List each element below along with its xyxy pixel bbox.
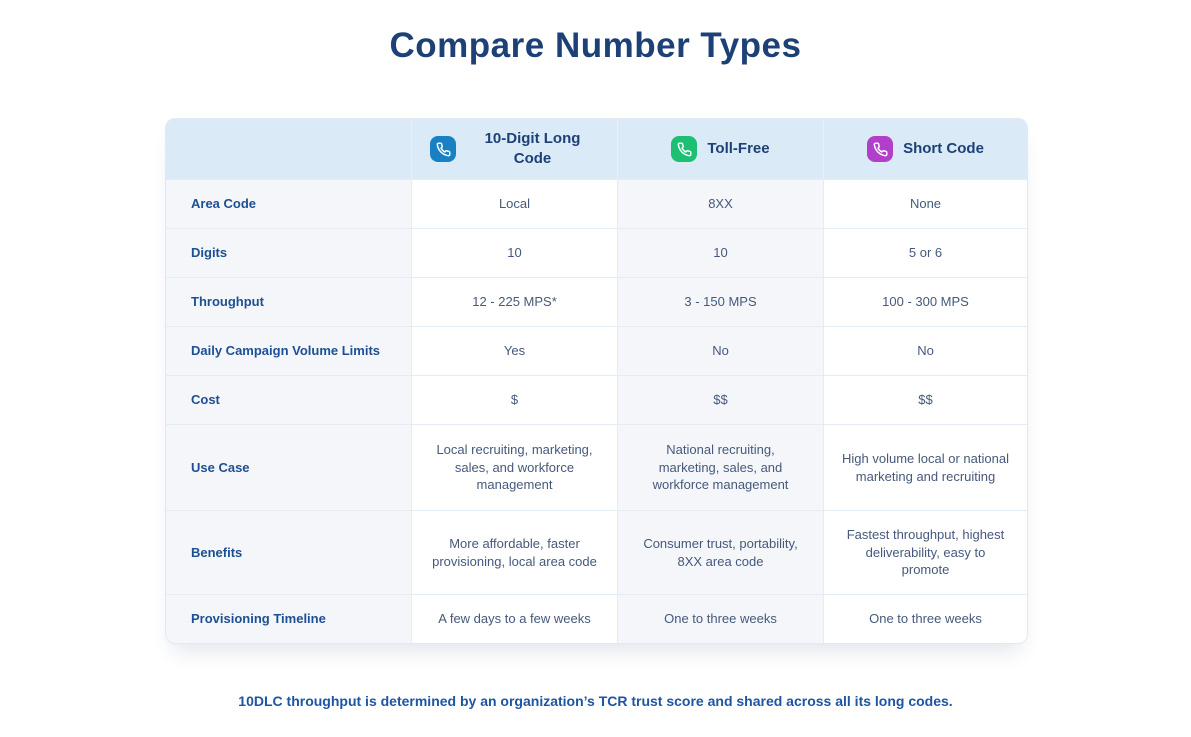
page-title: Compare Number Types (389, 26, 802, 65)
table-row-throughput: Throughput 12 - 225 MPS* 3 - 150 MPS 100… (166, 277, 1027, 326)
table-row-digits: Digits 10 10 5 or 6 (166, 228, 1027, 277)
row-label: Digits (166, 228, 412, 277)
table-cell: Consumer trust, portability, 8XX area co… (618, 510, 824, 594)
table-cell: $$ (618, 375, 824, 424)
table-header-row: 10-Digit Long Code Toll-Free Short Code (166, 119, 1027, 179)
row-label: Throughput (166, 277, 412, 326)
row-label: Use Case (166, 424, 412, 510)
table-cell: $$ (824, 375, 1027, 424)
table-cell: No (618, 326, 824, 375)
table-cell: 12 - 225 MPS* (412, 277, 618, 326)
table-row-daily-campaign-volume-limits: Daily Campaign Volume Limits Yes No No (166, 326, 1027, 375)
row-label: Benefits (166, 510, 412, 594)
table-cell: Local recruiting, marketing, sales, and … (412, 424, 618, 510)
row-label: Cost (166, 375, 412, 424)
table-cell: 10 (618, 228, 824, 277)
table-cell: Fastest throughput, highest deliverabili… (824, 510, 1027, 594)
row-label: Daily Campaign Volume Limits (166, 326, 412, 375)
table-cell: 8XX (618, 179, 824, 228)
column-header-label: Short Code (903, 139, 984, 157)
phone-icon (867, 136, 894, 162)
table-row-area-code: Area Code Local 8XX None (166, 179, 1027, 228)
phone-icon (430, 136, 456, 162)
table-cell: 100 - 300 MPS (824, 277, 1027, 326)
table-row-benefits: Benefits More affordable, faster provisi… (166, 510, 1027, 594)
row-label: Area Code (166, 179, 412, 228)
table-row-provisioning-timeline: Provisioning Timeline A few days to a fe… (166, 594, 1027, 643)
table-cell: No (824, 326, 1027, 375)
table-cell: 3 - 150 MPS (618, 277, 824, 326)
column-header-tollfree: Toll-Free (618, 119, 824, 179)
table-cell: $ (412, 375, 618, 424)
table-row-cost: Cost $ $$ $$ (166, 375, 1027, 424)
row-label: Provisioning Timeline (166, 594, 412, 643)
table-cell: One to three weeks (618, 594, 824, 643)
comparison-table: 10-Digit Long Code Toll-Free Short Code … (165, 118, 1028, 644)
column-header-shortcode: Short Code (824, 119, 1027, 179)
table-row-use-case: Use Case Local recruiting, marketing, sa… (166, 424, 1027, 510)
footnote: 10DLC throughput is determined by an org… (238, 693, 953, 709)
table-cell: High volume local or national marketing … (824, 424, 1027, 510)
column-header-10dlc: 10-Digit Long Code (412, 119, 618, 179)
table-cell: 10 (412, 228, 618, 277)
header-corner-cell (166, 119, 412, 179)
table-cell: One to three weeks (824, 594, 1027, 643)
table-cell: Yes (412, 326, 618, 375)
table-cell: National recruiting, marketing, sales, a… (618, 424, 824, 510)
table-cell: More affordable, faster provisioning, lo… (412, 510, 618, 594)
phone-icon (671, 136, 698, 162)
table-cell: A few days to a few weeks (412, 594, 618, 643)
table-cell: None (824, 179, 1027, 228)
column-header-label: Toll-Free (707, 139, 770, 157)
table-cell: Local (412, 179, 618, 228)
table-cell: 5 or 6 (824, 228, 1027, 277)
column-header-label: 10-Digit Long Code (484, 129, 581, 167)
